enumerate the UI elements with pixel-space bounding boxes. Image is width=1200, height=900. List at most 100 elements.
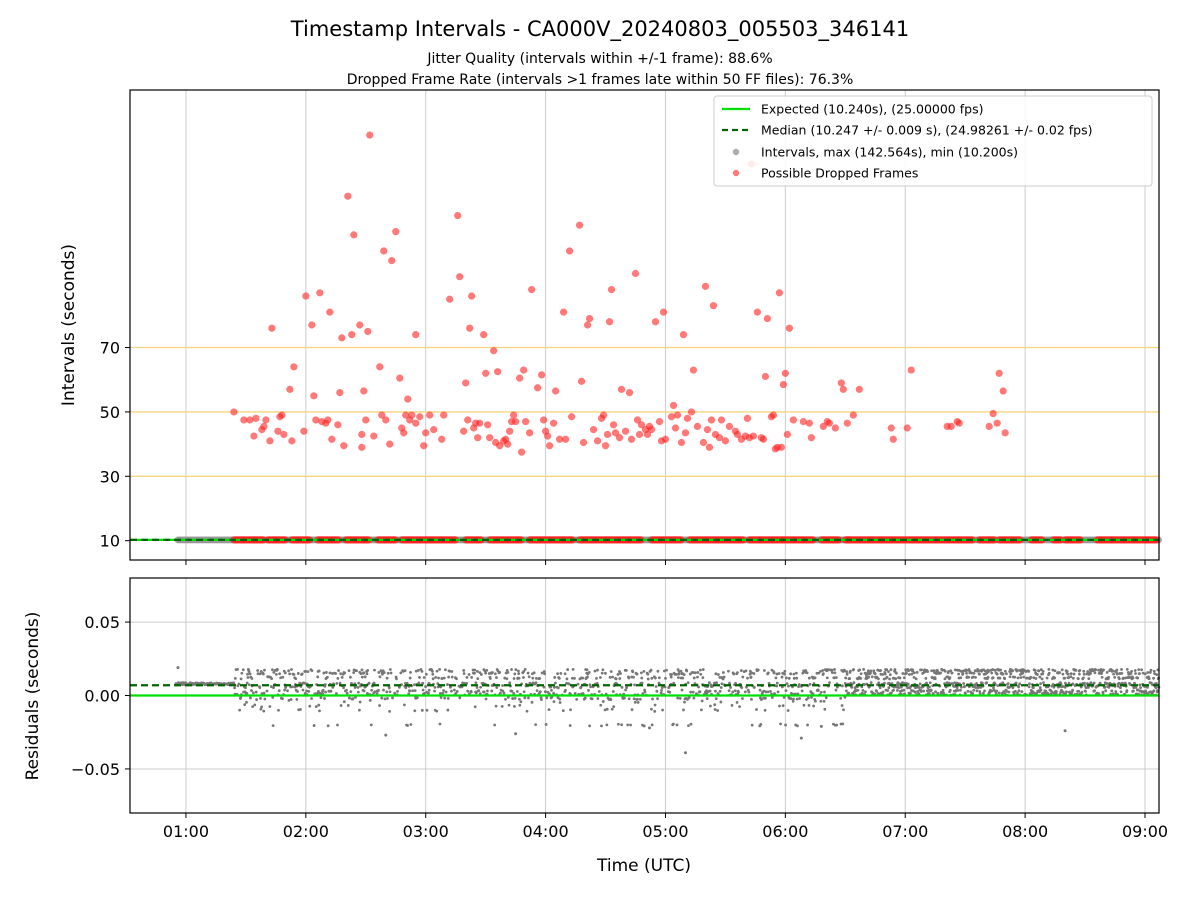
residual-point (898, 676, 902, 680)
residual-point (1022, 675, 1026, 679)
residual-point (388, 668, 392, 671)
residual-point (713, 703, 717, 707)
residual-point (310, 669, 314, 673)
residual-point (1039, 688, 1043, 692)
residual-point (491, 671, 494, 674)
residual-point (990, 671, 994, 675)
residual-point (700, 699, 704, 703)
residual-point (576, 682, 580, 686)
residual-point (557, 677, 561, 680)
residual-point (693, 671, 697, 675)
residual-point (493, 672, 497, 676)
residual-point (650, 707, 653, 711)
residual-point (244, 686, 247, 690)
residual-point (845, 670, 849, 674)
residual-point (553, 676, 557, 679)
residual-point (1112, 672, 1116, 676)
residual-point (698, 690, 702, 694)
dropped-frame-point (510, 411, 518, 419)
residual-point (527, 675, 531, 679)
residual-point (566, 668, 570, 671)
residual-point (296, 690, 299, 693)
residual-point (653, 703, 657, 707)
residual-point (308, 704, 312, 708)
residual-point (779, 722, 782, 726)
residual-point (808, 682, 812, 686)
residual-point (747, 690, 751, 694)
residual-point (1060, 668, 1064, 672)
residual-point (538, 677, 542, 680)
residual-point (272, 686, 275, 690)
residual-point (312, 724, 316, 727)
dropped-frame-point (855, 385, 863, 393)
residual-point (363, 675, 367, 679)
residual-point (687, 696, 691, 699)
residual-point (980, 681, 984, 685)
residual-point (996, 684, 1000, 688)
residual-point (502, 691, 506, 695)
residual-point (1113, 676, 1117, 679)
residual-point (941, 688, 945, 692)
residual-point (588, 724, 591, 728)
residual-point (581, 676, 585, 680)
residual-point (834, 676, 838, 680)
residual-point (998, 676, 1002, 680)
dropped-frame-point (999, 387, 1007, 395)
residual-point (314, 705, 318, 709)
residual-point (659, 691, 663, 695)
dropped-frame-point (753, 308, 761, 316)
residual-point (411, 689, 415, 693)
residual-point (321, 688, 325, 692)
residual-point (999, 668, 1003, 672)
residual-point (319, 696, 323, 700)
dropped-frame-point (308, 321, 316, 329)
residual-point (288, 672, 292, 676)
residual-point (1130, 670, 1133, 673)
residual-point (516, 669, 520, 673)
residual-point (258, 686, 262, 690)
residual-point (1082, 669, 1086, 673)
residual-point (421, 681, 425, 685)
dropped-frame-point (456, 273, 464, 281)
residual-point (1017, 685, 1021, 689)
residual-point (795, 697, 799, 701)
residual-point (1120, 671, 1124, 675)
residual-point (1071, 688, 1075, 692)
residual-point (805, 698, 808, 701)
legend-intervals-label: Intervals, max (142.564s), min (10.200s) (761, 145, 1018, 160)
residual-point (504, 697, 507, 701)
residual-point (960, 685, 963, 689)
residual-point (510, 689, 514, 693)
residual-point (843, 669, 846, 673)
residual-point (408, 689, 412, 693)
dropped-frame-point (274, 427, 282, 435)
dropped-frame-point (561, 435, 570, 443)
dropped-frame-point (559, 308, 568, 316)
residual-point (525, 709, 529, 713)
residual-point (431, 672, 435, 676)
intervals-y-tick-label: 70 (100, 339, 120, 358)
dropped-frame-point (689, 366, 698, 374)
residual-point (534, 676, 538, 680)
residual-point (902, 676, 906, 680)
intervals-y-tick-label: 10 (100, 532, 120, 551)
dropped-frame-point (583, 321, 592, 329)
residual-point (1015, 669, 1019, 673)
residual-point (867, 675, 871, 679)
residual-point (696, 671, 700, 674)
residual-point (442, 689, 445, 692)
dropped-frame-point (278, 411, 286, 419)
residual-point (1110, 689, 1114, 693)
x-axis-label: Time (UTC) (596, 856, 691, 876)
dropped-frame-point (781, 369, 789, 377)
residual-point (543, 672, 547, 676)
residual-point (635, 672, 639, 676)
residual-point (416, 668, 420, 672)
residual-point (1064, 681, 1067, 685)
dropped-frame-point (907, 366, 915, 374)
residual-point (334, 672, 338, 675)
dropped-frame-point (681, 429, 690, 437)
residual-point (675, 673, 679, 676)
residual-point (805, 671, 809, 675)
residual-point (919, 690, 923, 693)
